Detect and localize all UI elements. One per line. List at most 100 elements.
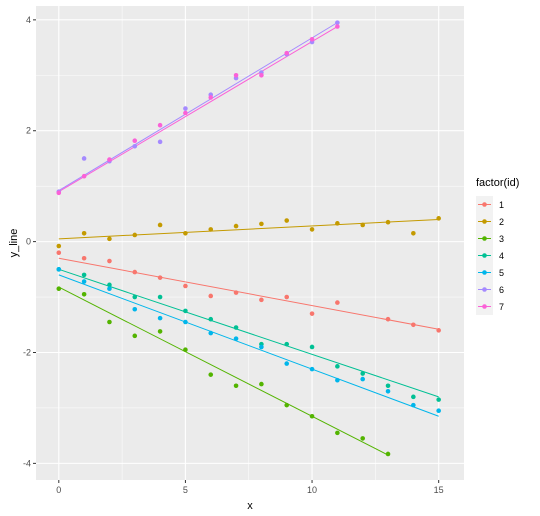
point-series-2: [132, 232, 138, 238]
point-series-4: [385, 383, 391, 389]
point-series-7: [81, 173, 87, 179]
data-points: [56, 20, 441, 457]
y-tick-label: -4: [23, 458, 31, 468]
point-series-4: [360, 371, 365, 376]
minor-gridlines: [36, 6, 464, 480]
point-series-7: [56, 190, 62, 196]
legend-label-3: 3: [499, 234, 504, 244]
point-series-2: [183, 230, 188, 236]
legend-title: factor(id): [476, 177, 519, 189]
point-series-4: [309, 344, 315, 350]
legend-label-7: 7: [499, 302, 504, 312]
point-series-2: [259, 221, 264, 227]
point-series-2: [309, 227, 315, 232]
legend-label-6: 6: [499, 285, 504, 295]
fit-line-series-1: [58, 257, 439, 330]
point-series-5: [259, 344, 264, 350]
legend: factor(id) 1 2 3 4 5 6 7: [476, 177, 519, 315]
point-series-5: [56, 267, 62, 272]
point-series-3: [385, 451, 391, 457]
point-series-4: [436, 397, 441, 402]
point-series-2: [360, 222, 365, 228]
point-series-5: [81, 279, 87, 284]
point-series-3: [157, 329, 163, 334]
legend-key-point-3: [482, 236, 487, 241]
point-series-5: [157, 315, 163, 321]
point-series-2: [385, 219, 391, 225]
point-series-3: [107, 319, 112, 325]
legend-label-2: 2: [499, 217, 504, 227]
point-series-7: [183, 110, 188, 116]
point-series-7: [284, 50, 290, 56]
fit-line-series-5: [58, 274, 439, 417]
point-series-2: [56, 243, 62, 249]
point-series-5: [411, 402, 416, 408]
legend-label-4: 4: [499, 251, 504, 261]
point-series-2: [233, 223, 239, 229]
point-series-4: [411, 394, 416, 400]
point-series-2: [157, 222, 163, 228]
legend-key-point-6: [482, 287, 487, 292]
x-tick-label: 0: [56, 485, 61, 495]
point-series-6: [157, 139, 163, 145]
y-tick-label: 4: [26, 15, 31, 25]
point-series-3: [360, 436, 365, 441]
point-series-1: [385, 316, 391, 322]
point-series-2: [107, 236, 112, 242]
point-series-7: [157, 122, 163, 128]
legend-key-point-5: [482, 270, 487, 275]
legend-key-point-1: [482, 202, 487, 207]
point-series-5: [436, 408, 441, 414]
point-series-7: [335, 24, 340, 29]
point-series-4: [335, 364, 340, 369]
x-tick-label: 10: [307, 485, 317, 495]
point-series-3: [183, 347, 188, 353]
point-series-3: [81, 291, 87, 297]
point-series-1: [56, 250, 62, 256]
legend-label-1: 1: [499, 200, 504, 210]
point-series-7: [233, 72, 239, 78]
y-axis-ticks: -4 -2 0 2 4: [23, 15, 36, 468]
point-series-5: [309, 366, 315, 372]
point-series-2: [284, 218, 290, 223]
legend-label-5: 5: [499, 268, 504, 278]
point-series-6: [335, 20, 340, 25]
point-series-7: [132, 138, 138, 144]
point-series-1: [436, 328, 441, 333]
point-series-4: [284, 341, 290, 347]
point-series-2: [335, 221, 340, 226]
point-series-5: [233, 336, 239, 341]
point-series-4: [107, 282, 112, 288]
point-series-7: [208, 95, 214, 100]
point-series-4: [157, 294, 163, 300]
fit-line-series-4: [58, 268, 439, 398]
point-series-2: [81, 230, 87, 236]
point-series-1: [183, 283, 188, 289]
point-series-1: [157, 275, 163, 280]
point-series-5: [208, 330, 214, 336]
fit-line-series-3: [58, 286, 389, 456]
y-tick-label: 2: [26, 126, 31, 136]
point-series-7: [259, 72, 264, 78]
point-series-4: [183, 308, 188, 314]
point-series-1: [208, 293, 214, 299]
point-series-3: [132, 333, 138, 339]
point-series-7: [309, 36, 315, 42]
point-series-2: [411, 230, 416, 236]
point-series-1: [411, 322, 416, 328]
legend-key-point-7: [482, 304, 487, 309]
point-series-5: [284, 361, 290, 366]
y-tick-label: -2: [23, 347, 31, 357]
point-series-1: [309, 311, 315, 316]
point-series-1: [107, 258, 112, 264]
y-axis-title: y_line: [8, 229, 20, 258]
point-series-6: [183, 106, 188, 111]
point-series-3: [309, 413, 315, 419]
fit-line-series-6: [58, 22, 338, 192]
fit-line-series-2: [58, 218, 439, 240]
point-series-5: [385, 388, 391, 394]
point-series-4: [132, 294, 138, 300]
point-series-3: [259, 381, 264, 387]
x-axis-title: x: [247, 500, 253, 512]
